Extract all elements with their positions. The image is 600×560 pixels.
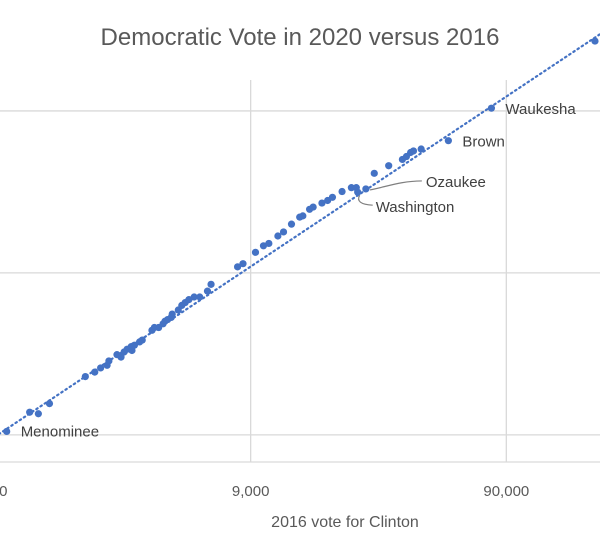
data-point-menominee (3, 427, 11, 436)
data-point-ozaukee (362, 185, 370, 193)
chart-title: Democratic Vote in 2020 versus 2016 (101, 24, 500, 51)
data-point (138, 336, 146, 344)
point-labels: MenomineeWashingtonOzaukeeBrownWaukeshaD… (21, 101, 577, 440)
data-point (409, 147, 418, 155)
data-point (299, 212, 307, 220)
point-label-washington: Washington (376, 199, 455, 216)
data-point (239, 260, 247, 268)
data-point (309, 203, 317, 211)
data-point (328, 193, 337, 201)
data-point (81, 372, 89, 381)
data-point (196, 293, 204, 301)
data-point (591, 37, 599, 45)
data-points (3, 37, 599, 436)
x-tick-label: 900 (0, 483, 8, 500)
trend-line (0, 32, 600, 435)
data-point (190, 293, 198, 301)
leader-line-washington (358, 194, 373, 206)
data-point (34, 410, 42, 418)
data-point (251, 248, 260, 256)
point-label-waukesha: Waukesha (505, 101, 576, 118)
data-point (338, 187, 346, 196)
data-point (265, 239, 273, 248)
point-label-menominee: Menominee (21, 423, 99, 440)
data-point-washington (354, 188, 362, 196)
gridlines (0, 80, 600, 463)
point-label-ozaukee: Ozaukee (426, 174, 486, 191)
data-point (97, 364, 105, 372)
data-point (233, 263, 242, 271)
data-point (259, 242, 268, 250)
data-point (274, 232, 282, 240)
data-point (26, 408, 34, 416)
leader-line-ozaukee (369, 180, 422, 191)
x-tick-label: 90,000 (483, 483, 529, 500)
data-point (207, 280, 215, 288)
data-point (105, 357, 113, 365)
data-point (385, 162, 393, 170)
data-point (417, 145, 425, 153)
point-label-brown: Brown (462, 134, 505, 151)
data-point (117, 353, 125, 361)
trendline (0, 32, 600, 435)
data-point (45, 399, 54, 408)
leader-lines (358, 180, 422, 206)
x-tick-labels: 900 9,000 90,000 (0, 483, 529, 500)
data-point (130, 341, 139, 349)
x-axis-label: 2016 vote for Clinton (271, 514, 419, 531)
x-tick-label: 9,000 (232, 483, 270, 500)
data-point (203, 287, 212, 295)
data-point (287, 220, 296, 228)
data-point-brown (444, 137, 452, 145)
data-point (370, 169, 378, 177)
data-point (91, 368, 99, 376)
data-point (279, 228, 288, 236)
data-point (318, 199, 326, 207)
data-point-waukesha (487, 104, 496, 112)
data-point (168, 310, 176, 318)
